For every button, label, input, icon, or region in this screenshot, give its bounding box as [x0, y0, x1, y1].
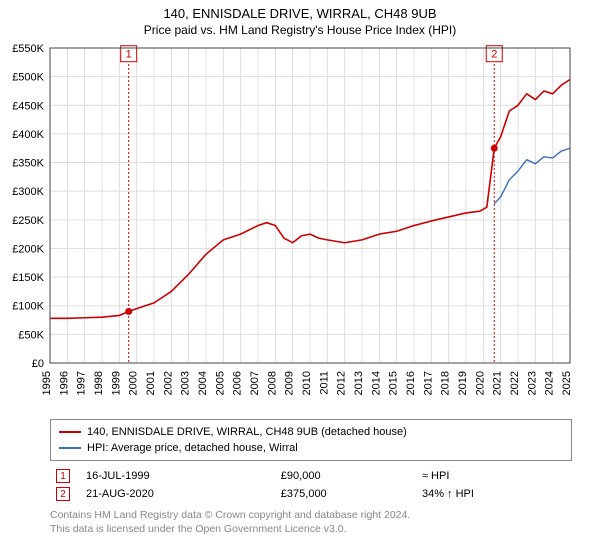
page-title: 140, ENNISDALE DRIVE, WIRRAL, CH48 9UB [0, 0, 600, 21]
legend: 140, ENNISDALE DRIVE, WIRRAL, CH48 9UB (… [50, 419, 572, 461]
svg-text:2020: 2020 [474, 371, 486, 395]
svg-text:1997: 1997 [76, 371, 88, 395]
legend-label: HPI: Average price, detached house, Wirr… [87, 442, 298, 454]
svg-text:1996: 1996 [58, 371, 70, 395]
svg-text:2007: 2007 [249, 371, 261, 395]
svg-text:£100K: £100K [12, 301, 44, 313]
svg-text:2006: 2006 [232, 371, 244, 395]
marker-delta: ≈ HPI [416, 467, 572, 485]
legend-label: 140, ENNISDALE DRIVE, WIRRAL, CH48 9UB (… [87, 426, 407, 438]
svg-text:2022: 2022 [509, 371, 521, 395]
marker-date: 16-JUL-1999 [80, 467, 275, 485]
svg-text:2012: 2012 [336, 371, 348, 395]
page-subtitle: Price paid vs. HM Land Registry's House … [0, 21, 600, 43]
svg-text:2017: 2017 [422, 371, 434, 395]
svg-text:2011: 2011 [318, 371, 330, 395]
marker-badge-2: 2 [56, 487, 70, 501]
svg-text:2003: 2003 [180, 371, 192, 395]
svg-text:2024: 2024 [544, 371, 556, 395]
svg-text:1: 1 [126, 49, 132, 61]
legend-swatch-hpi [59, 447, 81, 449]
credit-text: Contains HM Land Registry data © Crown c… [50, 509, 572, 536]
legend-item: HPI: Average price, detached house, Wirr… [59, 440, 563, 456]
marker-delta: 34% ↑ HPI [416, 485, 572, 503]
credit-line: This data is licensed under the Open Gov… [50, 523, 572, 537]
svg-text:2008: 2008 [266, 371, 278, 395]
svg-text:£400K: £400K [12, 129, 44, 141]
svg-text:£50K: £50K [18, 329, 44, 341]
svg-text:2018: 2018 [440, 371, 452, 395]
price-chart: £0 £50K £100K £150K £200K £250K £300K £350K £400… [0, 43, 600, 413]
marker-badge-1: 1 [56, 469, 70, 483]
legend-swatch-property [59, 431, 81, 433]
svg-text:2025: 2025 [561, 371, 573, 395]
svg-text:£550K: £550K [12, 43, 44, 55]
legend-item: 140, ENNISDALE DRIVE, WIRRAL, CH48 9UB (… [59, 424, 563, 440]
svg-text:£200K: £200K [12, 243, 44, 255]
svg-text:£450K: £450K [12, 100, 44, 112]
marker-date: 21-AUG-2020 [80, 485, 275, 503]
svg-text:£500K: £500K [12, 72, 44, 84]
table-row: 1 16-JUL-1999 £90,000 ≈ HPI [50, 467, 572, 485]
svg-text:2014: 2014 [370, 371, 382, 395]
svg-text:£300K: £300K [12, 186, 44, 198]
table-row: 2 21-AUG-2020 £375,000 34% ↑ HPI [50, 485, 572, 503]
svg-text:2002: 2002 [162, 371, 174, 395]
marker-price: £90,000 [275, 467, 416, 485]
svg-text:1998: 1998 [93, 371, 105, 395]
svg-text:2021: 2021 [492, 371, 504, 395]
svg-text:£250K: £250K [12, 215, 44, 227]
svg-text:2000: 2000 [128, 371, 140, 395]
marker-price: £375,000 [275, 485, 416, 503]
svg-text:1999: 1999 [110, 371, 122, 395]
svg-text:2004: 2004 [197, 371, 209, 395]
svg-text:1995: 1995 [41, 371, 53, 395]
svg-text:2005: 2005 [214, 371, 226, 395]
credit-line: Contains HM Land Registry data © Crown c… [50, 509, 572, 523]
svg-text:2: 2 [491, 49, 497, 61]
marker-table: 1 16-JUL-1999 £90,000 ≈ HPI 2 21-AUG-202… [50, 467, 572, 503]
svg-text:2009: 2009 [284, 371, 296, 395]
svg-text:£0: £0 [32, 358, 44, 370]
svg-text:2010: 2010 [301, 371, 313, 395]
svg-text:2019: 2019 [457, 371, 469, 395]
svg-text:2016: 2016 [405, 371, 417, 395]
svg-text:2023: 2023 [526, 371, 538, 395]
svg-text:2001: 2001 [145, 371, 157, 395]
svg-text:£350K: £350K [12, 158, 44, 170]
svg-text:£150K: £150K [12, 272, 44, 284]
svg-text:2015: 2015 [388, 371, 400, 395]
svg-text:2013: 2013 [353, 371, 365, 395]
